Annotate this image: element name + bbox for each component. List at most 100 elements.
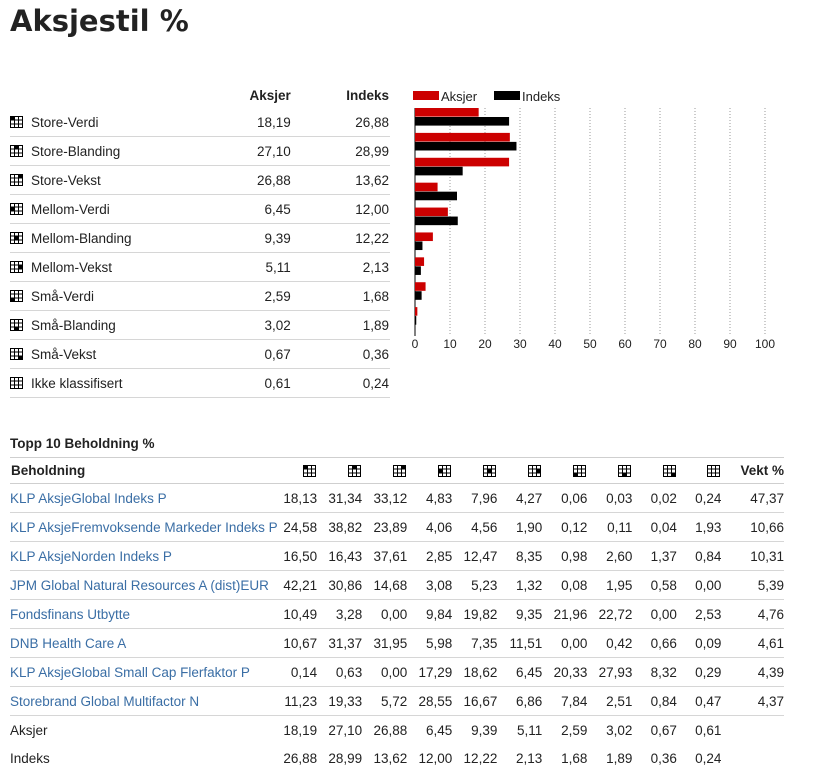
holding-value: 1,90: [497, 512, 543, 542]
summary-value: 2,59: [561, 722, 588, 738]
holding-value: 33,12: [362, 483, 408, 513]
style-value-aksjer: 26,88: [219, 165, 292, 195]
holding-value: 0,00: [676, 570, 722, 600]
holding-weight: 4,39: [721, 657, 784, 687]
holding-value: 0,24: [676, 483, 722, 513]
bar-aksjer: [415, 108, 479, 117]
holding-weight: 10,31: [721, 541, 784, 571]
holding-link[interactable]: KLP AksjeGlobal Small Cap Flerfaktor P: [10, 664, 250, 680]
style-value-aksjer: 9,39: [219, 223, 292, 253]
summary-value: 28,99: [328, 750, 363, 766]
holding-value: 19,82: [452, 599, 498, 629]
holding-weight: 10,66: [721, 512, 784, 542]
holding-value: 0,58: [632, 570, 677, 600]
style-table: Aksjer Indeks Store-Verdi 18,19 26,88 Store…: [10, 82, 390, 398]
x-tick-label: 40: [548, 337, 562, 351]
summary-value: 12,00: [418, 750, 453, 766]
holdings-style-header: [497, 457, 543, 484]
holding-link[interactable]: KLP AksjeGlobal Indeks P: [10, 490, 167, 506]
holding-value: 0,84: [632, 686, 677, 716]
bar-aksjer: [415, 232, 433, 242]
holding-value: 31,34: [317, 483, 363, 513]
holding-weight: 4,61: [721, 628, 784, 658]
style-value-aksjer: 2,59: [219, 281, 292, 311]
holding-value: 22,72: [587, 599, 633, 629]
holding-row: Storebrand Global Multifactor N 11,23 19,3…: [10, 686, 784, 716]
holdings-title: Topp 10 Beholdning %: [10, 436, 155, 451]
holdings-style-header: [362, 457, 408, 484]
style-box-icon: [10, 377, 23, 389]
holding-value: 9,35: [497, 599, 543, 629]
holding-value: 23,89: [362, 512, 408, 542]
summary-value: 0,61: [695, 722, 722, 738]
holdings-style-header: [317, 457, 363, 484]
holding-value: 0,12: [542, 512, 588, 542]
summary-value: 1,89: [606, 750, 633, 766]
holding-value: 16,67: [452, 686, 498, 716]
holding-value: 6,45: [497, 657, 543, 687]
holding-value: 0,00: [362, 657, 408, 687]
holding-value: 4,27: [497, 483, 543, 513]
style-value-aksjer: 18,19: [219, 108, 292, 137]
header-beholdning: Beholdning: [10, 457, 278, 484]
style-value-indeks: 12,00: [291, 194, 390, 224]
style-value-indeks: 12,22: [291, 223, 390, 253]
holding-value: 5,23: [452, 570, 498, 600]
x-tick-label: 0: [412, 337, 419, 351]
bar-indeks: [415, 241, 423, 251]
holding-link[interactable]: KLP AksjeFremvoksende Markeder Indeks P: [10, 519, 278, 535]
holding-value: 8,35: [497, 541, 543, 571]
x-tick-label: 50: [583, 337, 597, 351]
summary-value: 2,13: [516, 750, 543, 766]
bar-indeks: [415, 216, 458, 226]
style-box-icon: [10, 319, 23, 331]
summary-value: 9,39: [471, 722, 498, 738]
style-bar-chart: Aksjer Indeks 0 10 20 30 40 50 60 70 80 90 100: [412, 89, 776, 351]
style-value-indeks: 28,99: [291, 136, 390, 166]
style-value-aksjer: 0,67: [219, 339, 292, 369]
legend-swatch-indeks: [494, 91, 520, 100]
holding-link[interactable]: DNB Health Care A: [10, 635, 127, 651]
style-box-icon: [438, 465, 452, 478]
style-row: Små-Vekst 0,67 0,36: [10, 339, 390, 369]
style-box-icon: [10, 348, 23, 360]
summary-row: Aksjer 18,19 27,10 26,88 6,45 9,39 5,11 2,59 3,0…: [10, 716, 784, 745]
holding-value: 2,53: [676, 599, 722, 629]
bar-indeks: [415, 117, 510, 126]
style-label: Store-Verdi: [31, 114, 99, 130]
x-tick-label: 30: [513, 337, 527, 351]
holding-value: 0,47: [676, 686, 722, 716]
holding-value: 12,47: [452, 541, 498, 571]
holding-value: 0,04: [632, 512, 677, 542]
x-tick-label: 100: [755, 337, 775, 351]
style-box-icon: [528, 465, 542, 478]
holding-value: 11,51: [497, 628, 543, 658]
holding-value: 18,62: [452, 657, 498, 687]
holding-value: 2,51: [587, 686, 633, 716]
holding-value: 7,96: [452, 483, 498, 513]
bar-indeks: [415, 266, 421, 275]
style-label: Mellom-Blanding: [31, 230, 132, 246]
holding-value: 0,03: [587, 483, 633, 513]
x-tick-label: 60: [618, 337, 632, 351]
bar-aksjer: [415, 307, 418, 316]
holding-weight: 47,37: [721, 483, 784, 513]
holding-value: 5,98: [407, 628, 453, 658]
holding-value: 5,72: [362, 686, 408, 716]
holding-link[interactable]: Storebrand Global Multifactor N: [10, 693, 200, 709]
holding-value: 1,37: [632, 541, 677, 571]
holding-link[interactable]: Fondsfinans Utbytte: [10, 606, 131, 622]
style-box-icon: [618, 465, 632, 478]
holdings-style-header: [277, 457, 318, 484]
holding-link[interactable]: KLP AksjeNorden Indeks P: [10, 548, 172, 564]
summary-value: 0,24: [695, 750, 722, 766]
style-row: Mellom-Blanding 9,39 12,22: [10, 223, 390, 253]
holding-weight: 4,76: [721, 599, 784, 629]
holding-value: 0,06: [542, 483, 588, 513]
style-value-aksjer: 5,11: [219, 252, 292, 282]
holding-value: 1,95: [587, 570, 633, 600]
holding-link[interactable]: JPM Global Natural Resources A (dist)EUR: [10, 577, 269, 593]
legend-label-indeks: Indeks: [522, 89, 561, 104]
holding-value: 0,29: [676, 657, 722, 687]
holding-row: KLP AksjeGlobal Indeks P 18,13 31,34 33,12 4…: [10, 483, 784, 513]
